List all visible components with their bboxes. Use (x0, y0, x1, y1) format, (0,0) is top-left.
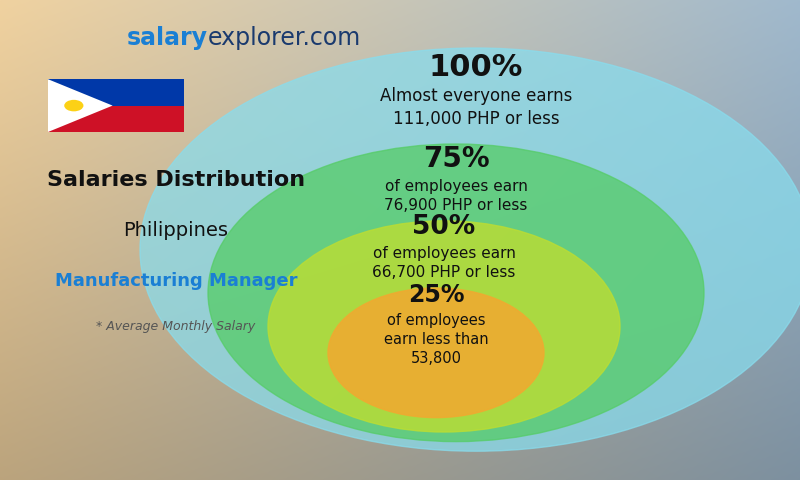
Circle shape (328, 288, 544, 418)
Text: Almost everyone earns
111,000 PHP or less: Almost everyone earns 111,000 PHP or les… (380, 87, 572, 128)
Text: Philippines: Philippines (123, 221, 229, 240)
Text: 100%: 100% (429, 53, 523, 82)
Text: explorer.com: explorer.com (208, 26, 362, 50)
Text: 25%: 25% (408, 283, 464, 307)
Circle shape (140, 48, 800, 451)
FancyBboxPatch shape (48, 79, 184, 132)
Text: Manufacturing Manager: Manufacturing Manager (54, 272, 298, 290)
Polygon shape (48, 79, 113, 132)
Text: of employees earn
76,900 PHP or less: of employees earn 76,900 PHP or less (384, 179, 528, 213)
Circle shape (268, 221, 620, 432)
Text: of employees earn
66,700 PHP or less: of employees earn 66,700 PHP or less (372, 246, 516, 280)
Text: salary: salary (127, 26, 208, 50)
Bar (48, 106, 184, 132)
Bar (48, 79, 184, 106)
Text: * Average Monthly Salary: * Average Monthly Salary (96, 320, 256, 333)
Text: 50%: 50% (412, 214, 476, 240)
Text: of employees
earn less than
53,800: of employees earn less than 53,800 (384, 313, 488, 366)
Circle shape (64, 100, 83, 111)
Text: Salaries Distribution: Salaries Distribution (47, 170, 305, 190)
Circle shape (208, 144, 704, 442)
Text: 75%: 75% (422, 145, 490, 173)
